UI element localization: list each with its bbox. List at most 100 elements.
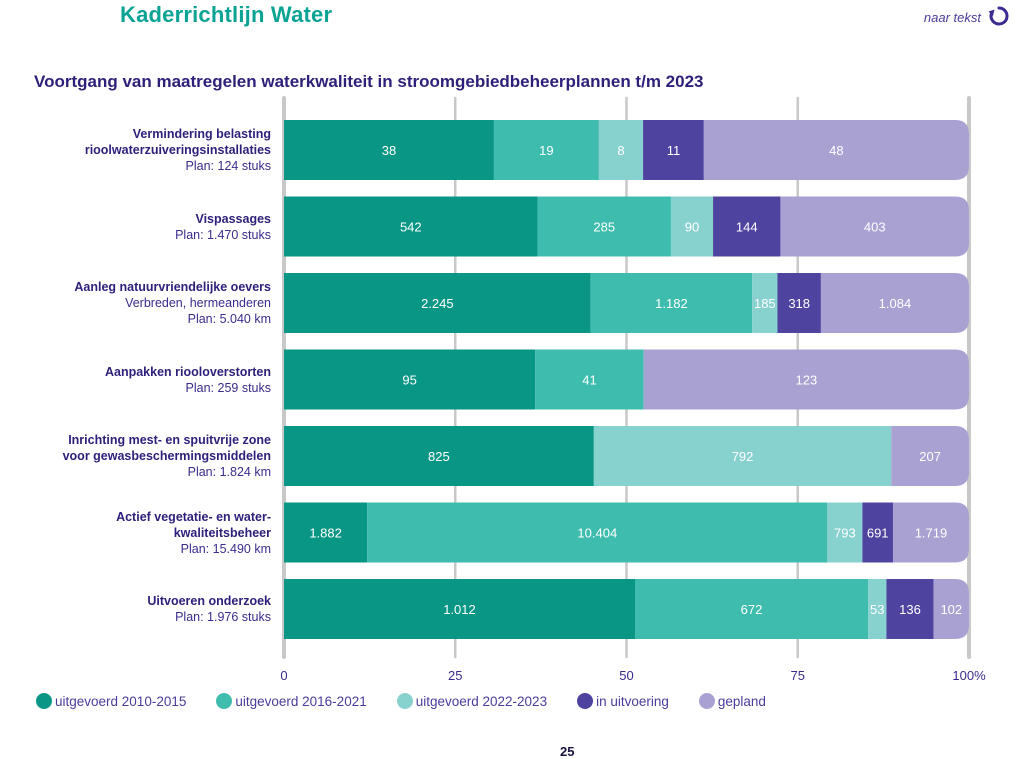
bar-segment-label: 542 <box>400 220 422 235</box>
legend-label: in uitvoering <box>596 693 669 709</box>
bar-segment <box>933 579 969 639</box>
category-label: Aanleg natuurvriendelijke oevers Verbrede… <box>74 279 271 327</box>
category-title: Aanpakken riooloverstorten <box>104 364 271 379</box>
bar-segment <box>593 426 892 486</box>
category-label: Vispassages Plan: 1.470 stuks <box>175 211 271 243</box>
x-tick-label: 100% <box>952 668 986 683</box>
bar-segment-label: 1.719 <box>915 526 948 541</box>
x-tick-label: 0 <box>280 668 287 683</box>
legend-label: uitgevoerd 2010-2015 <box>55 693 187 709</box>
legend-item: uitgevoerd 2022-2023 <box>396 693 547 709</box>
category-label: Uitvoeren onderzoek Plan: 1.976 stuks <box>147 593 271 625</box>
bar-row <box>284 579 969 639</box>
category-plan: Plan: 1.470 stuks <box>175 227 271 242</box>
bar-segment-label: 8 <box>617 143 624 158</box>
bar-segment-label: 792 <box>732 449 754 464</box>
legend-label: uitgevoerd 2016-2021 <box>235 693 367 709</box>
back-link-label: naar tekst <box>923 10 981 25</box>
bar-segment-label: 1.084 <box>879 296 912 311</box>
bar-segment-label: 136 <box>899 602 921 617</box>
category-title: Uitvoeren onderzoek <box>147 594 271 608</box>
legend-item: uitgevoerd 2010-2015 <box>36 693 186 709</box>
legend-item: in uitvoering <box>577 693 669 709</box>
bar-segment <box>590 273 753 333</box>
category-plan: Plan: 1.824 km <box>187 465 271 479</box>
bar-segment <box>827 502 863 563</box>
bar-segment <box>284 349 536 410</box>
bar-segment <box>537 196 671 257</box>
bar-segment-label: 285 <box>593 220 615 235</box>
bar-row <box>284 349 969 410</box>
bar-segment-label: 691 <box>867 526 889 541</box>
category-label: Vermindering belasting rioolwaterzuiverin… <box>85 126 271 174</box>
bar-segment <box>634 579 869 639</box>
bar-segment <box>284 502 368 563</box>
bar-segment-label: 41 <box>582 373 596 388</box>
bar-segment-label: 10.404 <box>577 526 617 541</box>
bar-segment <box>493 120 599 180</box>
category-title: voor gewasbeschermingsmiddelen <box>62 449 271 463</box>
bar-segment <box>862 502 893 563</box>
back-to-text-link[interactable]: naar tekst <box>924 4 1011 31</box>
bar-segment <box>752 273 778 333</box>
legend-swatch <box>577 693 594 709</box>
bar-segment <box>598 120 644 180</box>
bar-segment <box>284 120 494 180</box>
bar-segment <box>780 196 969 257</box>
category-label: Aanpakken riooloverstorten Plan: 259 stuk… <box>105 364 271 396</box>
category-plan: Plan: 1.976 stuks <box>175 610 271 624</box>
bar-segment <box>777 273 821 333</box>
category-title: Actief vegetatie- en water- <box>116 509 271 524</box>
bar-segment-label: 48 <box>829 143 843 158</box>
bar-segment <box>891 426 969 486</box>
bar-row <box>284 273 969 333</box>
bar-segment <box>643 120 704 180</box>
chart-legend: uitgevoerd 2010-2015 uitgevoerd 2016-2021… <box>36 693 796 709</box>
bar-segment-label: 19 <box>539 143 553 158</box>
bar-segment <box>820 273 969 333</box>
bar-segment-label: 793 <box>834 526 856 541</box>
bar-segment-label: 38 <box>382 143 396 158</box>
bar-segment-label: 144 <box>736 220 758 235</box>
bar-segment-label: 207 <box>919 449 941 464</box>
legend-label: gepland <box>717 693 766 709</box>
bar-segment <box>868 579 887 639</box>
bar-segment-label: 11 <box>667 143 681 158</box>
bar-segment-label: 102 <box>940 602 962 617</box>
category-plan: Plan: 259 stuks <box>185 380 271 395</box>
category-title: Vispassages <box>195 211 271 226</box>
bar-segment <box>367 502 828 563</box>
bar-segment <box>670 196 714 257</box>
rotate-back-icon <box>987 4 1011 31</box>
category-subtitle: Verbreden, hermeanderen <box>125 296 271 310</box>
category-title: Aanleg natuurvriendelijke oevers <box>74 280 271 294</box>
bar-segment <box>284 426 594 486</box>
bar-segment-label: 318 <box>788 296 810 311</box>
bar-segment-label: 672 <box>741 602 763 617</box>
bar-segment <box>886 579 934 639</box>
bar-segment <box>892 502 969 563</box>
legend-item: gepland <box>698 693 766 709</box>
x-tick-label: 75 <box>791 668 805 683</box>
bar-segment-label: 825 <box>428 449 450 464</box>
x-tick-label: 50 <box>619 668 633 683</box>
legend-swatch <box>36 693 52 709</box>
bar-row <box>284 426 969 486</box>
legend-item: uitgevoerd 2016-2021 <box>216 693 367 709</box>
legend-swatch <box>698 693 715 709</box>
bar-segment-label: 185 <box>754 296 776 311</box>
category-title: Vermindering belasting <box>132 127 271 141</box>
category-title: kwaliteitsbeheer <box>173 525 271 540</box>
bar-segment <box>703 120 969 180</box>
bar-segment-label: 403 <box>864 220 886 235</box>
category-plan: Plan: 5.040 km <box>187 312 271 326</box>
page-number: 25 <box>560 744 575 759</box>
category-label: Inrichting mest- en spuitvrije zone voor … <box>63 432 271 480</box>
bar-segment-label: 90 <box>685 220 699 235</box>
page-header-title: Kaderrichtlijn Water <box>120 2 333 27</box>
bar-segment-label: 95 <box>402 373 416 388</box>
legend-swatch <box>216 693 233 709</box>
category-label: Actief vegetatie- en water-kwaliteitsbeh… <box>116 509 271 557</box>
bar-row <box>284 196 969 257</box>
bar-row <box>284 502 969 563</box>
